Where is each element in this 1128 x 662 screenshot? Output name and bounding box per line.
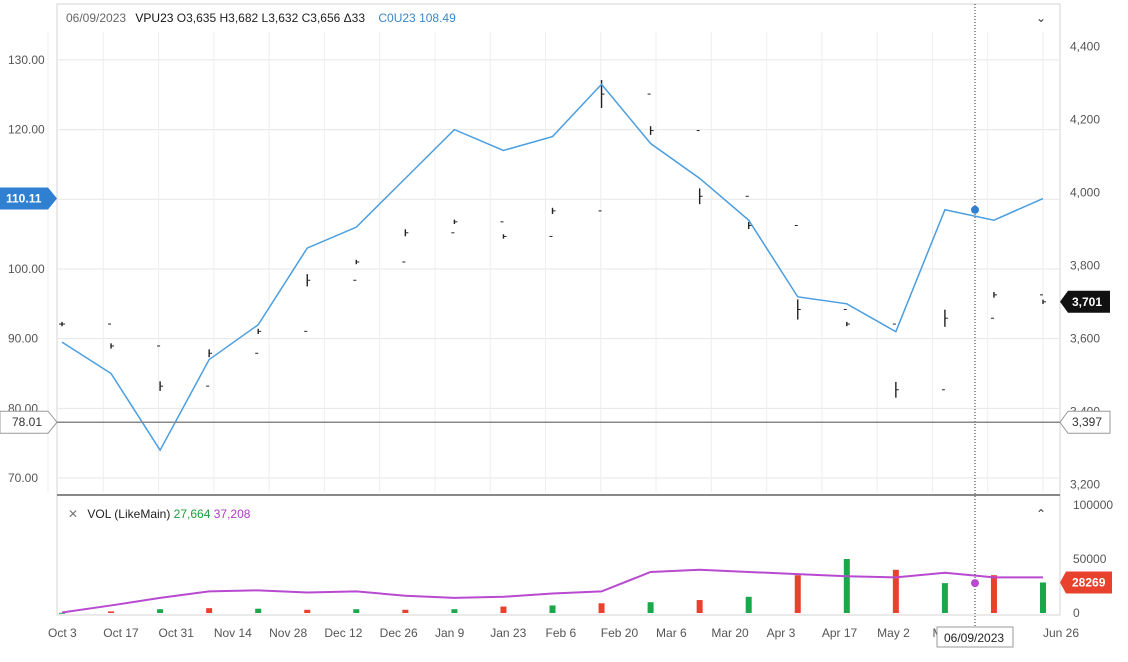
- volume-bar: [1040, 582, 1046, 613]
- volume-header: ✕ VOL (LikeMain) 27,664 37,208: [68, 507, 250, 521]
- x-axis-tick: Mar 20: [711, 626, 749, 640]
- volume-bar: [206, 608, 213, 613]
- x-axis-tick: Oct 17: [103, 626, 139, 640]
- x-axis-tick: Apr 3: [767, 626, 796, 640]
- open-label: O: [176, 11, 187, 25]
- volume-avg-value: 37,208: [213, 507, 251, 521]
- right-axis-tick: 3,200: [1070, 478, 1100, 492]
- volume-label: VOL (LikeMain): [87, 507, 171, 521]
- x-axis-tick: Dec 12: [324, 626, 362, 640]
- left-axis-tick: 100.00: [8, 262, 45, 276]
- vol-axis-tick: 0: [1073, 606, 1080, 620]
- volume-bar: [402, 609, 409, 613]
- volume-bar: [794, 575, 801, 613]
- volume-bar: [647, 602, 654, 613]
- right-crosshair-marker: [1059, 410, 1111, 434]
- volume-bar: [108, 611, 115, 613]
- close-icon[interactable]: ✕: [68, 507, 79, 521]
- open-value: 3,635: [186, 11, 217, 25]
- volume-bar: [500, 606, 507, 613]
- right-crosshair-label: 3,397: [1072, 415, 1102, 429]
- x-axis-tick: Apr 17: [822, 626, 858, 640]
- vol-axis-tick: 100000: [1073, 498, 1113, 512]
- right-current-label: 3,701: [1072, 295, 1102, 309]
- volume-bar: [353, 609, 360, 613]
- x-axis-tick: Feb 20: [601, 626, 639, 640]
- x-axis-tick: Jun 26: [1043, 626, 1079, 640]
- right-axis-tick: 4,200: [1070, 113, 1100, 127]
- volume-bar: [892, 569, 899, 613]
- right-current-marker: [1060, 290, 1110, 313]
- left-axis-tick: 70.00: [8, 471, 38, 485]
- volume-bar: [304, 609, 311, 613]
- volume-bar: [843, 559, 850, 613]
- volume-bar: [157, 609, 164, 613]
- right-axis-tick: 3,800: [1070, 259, 1100, 273]
- right-axis-tick: 4,000: [1070, 186, 1100, 200]
- crosshair-date-label: 06/09/2023: [944, 631, 1004, 645]
- volume-bar: [745, 596, 752, 613]
- volume-bar: [451, 609, 458, 613]
- volume-bar: [59, 612, 65, 614]
- x-axis-tick: Jan 9: [435, 626, 465, 640]
- left-current-label: 110.11: [6, 192, 42, 206]
- change-value: 33: [351, 11, 366, 25]
- ohlc-header: 06/09/2023 VPU23 O3,635 H3,682 L3,632 C3…: [66, 11, 456, 25]
- x-axis-tick: Nov 14: [214, 626, 252, 640]
- x-axis-tick: Mar 6: [656, 626, 687, 640]
- volume-bar: [990, 575, 997, 613]
- close-label: C: [301, 11, 311, 25]
- volume-bar: [255, 608, 262, 613]
- right-axis-tick: 3,600: [1070, 332, 1100, 346]
- vol-current-marker: [1060, 571, 1112, 594]
- crosshair-point: [971, 205, 979, 214]
- x-axis-tick: May 2: [877, 626, 910, 640]
- low-label: L: [261, 11, 269, 25]
- left-axis-tick: 120.00: [8, 123, 45, 137]
- change-label: Δ: [343, 11, 352, 25]
- vol-current-label: 28269: [1072, 575, 1106, 589]
- high-value: 3,682: [228, 11, 259, 25]
- x-axis-tick: Oct 3: [48, 626, 77, 640]
- compare-line: [61, 83, 1044, 452]
- low-value: 3,632: [268, 11, 299, 25]
- left-current-marker: [0, 187, 57, 210]
- left-axis-tick: 130.00: [8, 53, 45, 67]
- right-axis-tick: 4,400: [1070, 40, 1100, 54]
- x-axis-tick: Jan 23: [490, 626, 526, 640]
- compare-value: 108.49: [419, 11, 456, 25]
- crosshair-vol-point: [971, 579, 979, 588]
- chevron-up-icon[interactable]: ⌃: [1036, 507, 1047, 521]
- x-axis-tick: Dec 26: [380, 626, 418, 640]
- volume-bar: [598, 603, 605, 613]
- compare-symbol: C0U23: [378, 11, 416, 25]
- high-label: H: [219, 11, 229, 25]
- volume-bar: [696, 600, 703, 613]
- volume-avg-line: [61, 568, 1043, 614]
- header-date: 06/09/2023: [66, 11, 127, 25]
- plot-frame: [56, 3, 1061, 616]
- left-axis-tick: 90.00: [8, 332, 38, 346]
- header-symbol: VPU23: [135, 11, 174, 25]
- chevron-down-icon[interactable]: ⌄: [1036, 11, 1047, 25]
- x-axis-tick: Oct 31: [159, 626, 195, 640]
- x-axis-tick: Nov 28: [269, 626, 307, 640]
- left-crosshair-marker: [0, 410, 58, 434]
- close-value: 3,656: [310, 11, 341, 25]
- volume-bar: [941, 583, 948, 613]
- crosshair-date-box: [936, 626, 1014, 648]
- volume-value: 27,664: [173, 507, 211, 521]
- volume-bar: [549, 605, 556, 613]
- x-axis-tick: Feb 6: [546, 626, 577, 640]
- left-crosshair-label: 78.01: [12, 415, 42, 429]
- vol-axis-tick: 50000: [1073, 552, 1107, 566]
